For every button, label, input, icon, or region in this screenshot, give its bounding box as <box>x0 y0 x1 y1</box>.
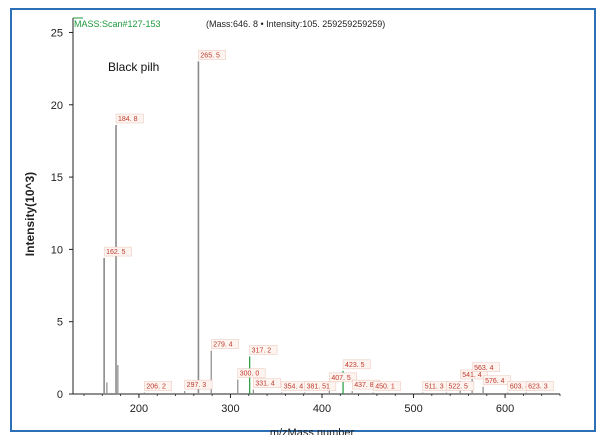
peak-label-box <box>253 378 281 388</box>
y-tick-label: 20 <box>51 100 63 112</box>
peak-label-text: 522. 5 <box>448 384 468 391</box>
peak-label: 563. 4 <box>471 362 500 372</box>
peak-label-text: 354. 4 <box>284 384 304 391</box>
peak-label-text: 423. 5 <box>345 362 365 369</box>
peak-label-box <box>144 381 173 391</box>
peak-label-text: 603. 4 <box>510 384 530 391</box>
peak-label-box <box>198 50 227 60</box>
peak-label: 623. 3 <box>525 381 554 391</box>
peak-label-text: 297. 3 <box>187 382 207 389</box>
peak-label: 407. 5 <box>329 372 357 383</box>
peak-label-text: 184. 8 <box>118 116 138 123</box>
peak-label-text: 381. 51 <box>307 384 330 391</box>
peak-label-box <box>115 113 144 124</box>
peak-label: 300. 0 <box>237 368 266 378</box>
peak-label-box <box>329 372 357 383</box>
peak-label-text: 623. 3 <box>528 384 548 391</box>
peak-label: 331. 4 <box>253 378 281 388</box>
peak-label: 423. 5 <box>342 359 371 370</box>
y-axis-title: Intensity(10^3) <box>23 172 37 256</box>
peak-label: 162. 5 <box>103 246 132 257</box>
peak-label: 297. 3 <box>184 379 213 390</box>
peak-label: 450. 1 <box>373 381 401 391</box>
peak-label-box <box>211 339 239 349</box>
peak-label-text: 541. 4 <box>462 372 482 379</box>
x-axis-title: m/zMass number <box>270 427 355 435</box>
axes: 0 5 10 15 20 25 200 300 400 500 600 <box>51 17 561 415</box>
peak-label-box <box>237 368 266 378</box>
peak-label-text: 511. 3 <box>425 384 444 391</box>
peak-label-box <box>446 381 475 391</box>
y-tick-label: 10 <box>51 244 63 256</box>
peak-label-text: 331. 4 <box>255 381 275 388</box>
x-tick-label: 400 <box>313 403 331 415</box>
peak-label: 184. 8 <box>115 113 144 124</box>
y-tick-label: 5 <box>57 317 63 329</box>
peak-label-text: 317. 2 <box>252 347 272 354</box>
peaks <box>103 61 527 394</box>
peak-label: 265. 5 <box>198 50 227 60</box>
peak-label-text: 206. 2 <box>146 384 166 391</box>
peak-label-box <box>304 381 337 391</box>
x-tick-label: 500 <box>404 403 422 415</box>
peak-label-text: 576. 4 <box>485 378 505 385</box>
peak-label-box <box>103 246 132 257</box>
peak-label-text: 563. 4 <box>474 365 494 372</box>
x-tick-label: 300 <box>221 403 239 415</box>
peak-label-box <box>184 379 213 390</box>
peak-label: 522. 5 <box>446 381 475 391</box>
y-tick-label: 0 <box>57 389 63 401</box>
peak-label-text: 300. 0 <box>240 371 260 378</box>
sample-annotation: Black pilh <box>108 60 159 74</box>
y-tick-label: 15 <box>51 172 63 184</box>
peak-label: 576. 4 <box>482 375 511 385</box>
peak-label: 279. 4 <box>211 339 239 349</box>
peak-label-box <box>342 359 371 370</box>
peak-label-box <box>471 362 500 372</box>
peak-label-text: 279. 4 <box>213 342 233 349</box>
peak-label-text: 265. 5 <box>200 52 220 59</box>
peak-labels: 162. 5 184. 8 206. 2 297. 3 265. 5 279. 4 300.… <box>103 50 554 391</box>
peak-label-box <box>249 345 278 355</box>
peak-label: 511. 3 <box>422 381 451 391</box>
scan-label: MASS:Scan#127-153 <box>74 19 161 29</box>
peak-label-text: 407. 5 <box>331 375 351 382</box>
peak-label: 381. 51 <box>304 381 337 391</box>
peak-label-text: 437. 8 <box>354 382 374 389</box>
peak-label-text: 450. 1 <box>375 384 395 391</box>
figure-frame <box>10 8 596 432</box>
peak-label-box <box>373 381 401 391</box>
x-tick-label: 200 <box>130 403 148 415</box>
peak-label: 317. 2 <box>249 345 278 355</box>
peak-label: 206. 2 <box>144 381 173 391</box>
peak-label-box <box>482 375 511 385</box>
x-tick-label: 600 <box>496 403 514 415</box>
cursor-readout: (Mass:646. 8 • Intensity:105. 2592592592… <box>206 19 385 29</box>
y-tick-label: 25 <box>51 27 63 39</box>
peak-label-box <box>525 381 554 391</box>
peak-label-text: 162. 5 <box>106 249 126 256</box>
